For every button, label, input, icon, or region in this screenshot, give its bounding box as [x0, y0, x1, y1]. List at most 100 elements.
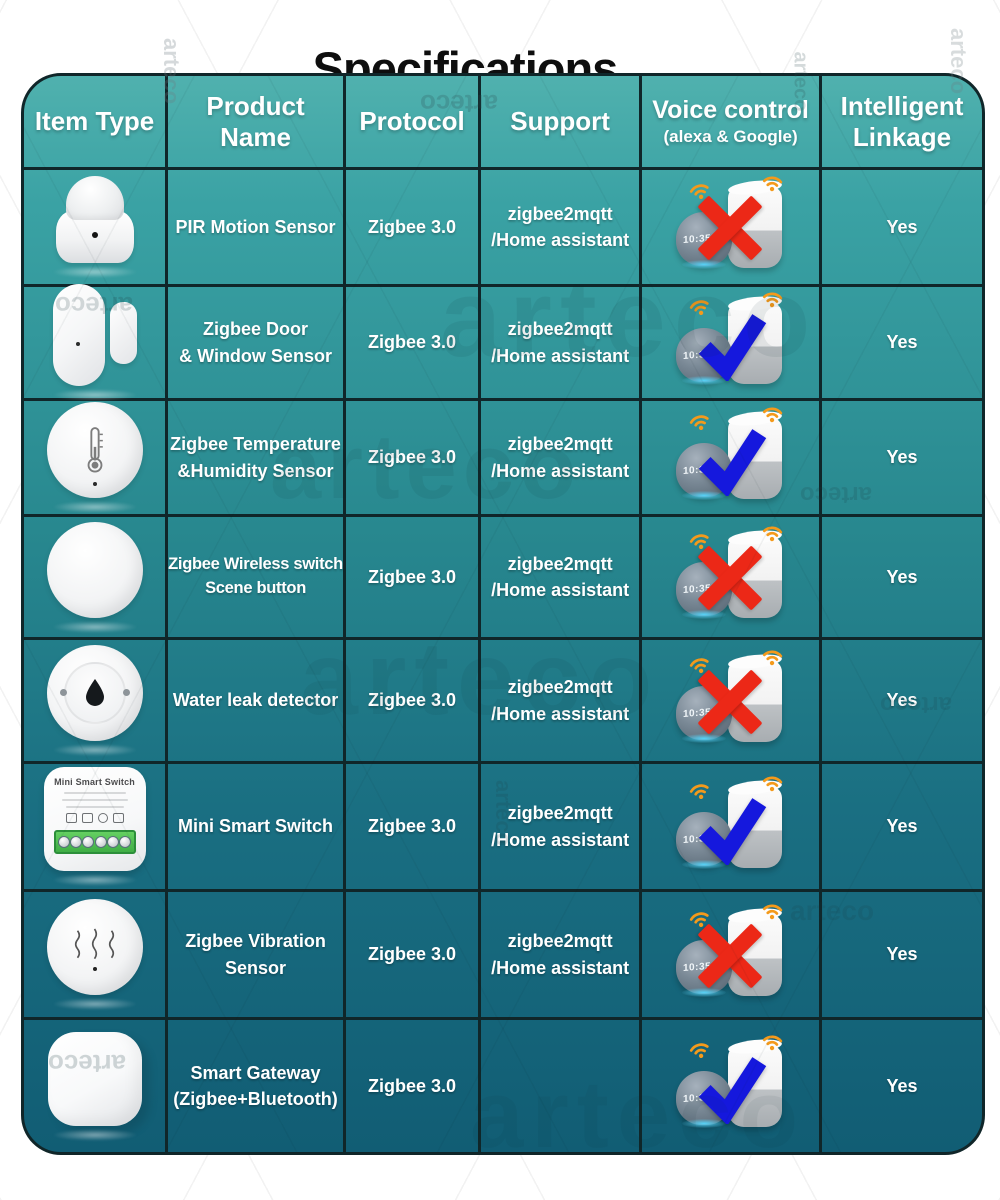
pir-motion-sensor-icon [43, 176, 147, 263]
reflection [51, 744, 138, 756]
support-cell [481, 1020, 643, 1152]
wifi-icon [762, 526, 782, 542]
protocol-cell: Zigbee 3.0 [345, 287, 482, 401]
protocol-cell: Zigbee 3.0 [345, 517, 482, 640]
product-name-cell: Smart Gateway (Zigbee+Bluetooth) [168, 1020, 346, 1152]
intelligent-linkage-cell: Yes [822, 401, 982, 517]
wifi-icon [762, 904, 782, 919]
column-header-intelligent-linkage: Intelligent Linkage [822, 76, 982, 170]
voice-assistants-graphic: 10:35 [668, 650, 794, 752]
wifi-icon [762, 776, 782, 791]
product-name-cell: PIR Motion Sensor [168, 170, 346, 287]
item-type-cell: Mini Smart Switch [24, 764, 169, 892]
item-type-cell [24, 892, 169, 1020]
wifi-icon [689, 299, 709, 315]
reflection [51, 620, 138, 633]
mini-smart-switch-icon: Mini Smart Switch [43, 767, 146, 871]
voice-support-mark [668, 292, 794, 394]
check-icon [698, 428, 766, 496]
door-window-sensor-icon [52, 284, 137, 386]
voice-control-cell: 10:35 [642, 401, 822, 517]
item-type-cell [24, 640, 169, 764]
product-name-cell: Mini Smart Switch [168, 764, 346, 892]
product-name-cell: Zigbee Door & Window Sensor [168, 287, 346, 401]
column-header-item-type: Item Type [24, 76, 169, 170]
item-type-cell [24, 284, 169, 401]
reflection [51, 998, 138, 1010]
column-header-protocol: Protocol [345, 76, 482, 170]
reflection [51, 389, 138, 401]
voice-assistants-graphic: 10:35 [668, 407, 794, 509]
voice-support-mark [668, 904, 794, 1006]
intelligent-linkage-cell: Yes [822, 170, 982, 287]
voice-assistants-graphic: 10:35 [668, 904, 794, 1006]
reflection [51, 501, 138, 513]
protocol-cell: Zigbee 3.0 [345, 401, 482, 517]
support-cell: zigbee2mqtt /Home assistant [481, 517, 643, 640]
check-icon [698, 1057, 766, 1124]
wifi-icon [689, 534, 709, 550]
product-name-cell: Water leak detector [168, 640, 346, 764]
item-type-cell [24, 1020, 169, 1152]
voice-control-sublabel: (alexa & Google) [663, 126, 798, 146]
voice-control-cell: 10:35 [642, 640, 822, 764]
vibration-wave-icon [91, 928, 98, 960]
voice-support-mark [668, 526, 794, 628]
wifi-icon [689, 1043, 709, 1059]
protocol-cell: Zigbee 3.0 [346, 1020, 482, 1152]
wifi-icon [762, 407, 782, 422]
voice-assistants-graphic: 10:35 [668, 292, 794, 394]
wifi-icon [689, 184, 709, 200]
wifi-icon [762, 1035, 782, 1051]
voice-support-mark [668, 776, 794, 878]
intelligent-linkage-cell: Yes [822, 892, 982, 1020]
check-icon [698, 797, 766, 865]
voice-control-cell: 10:35 [642, 764, 822, 892]
intelligent-linkage-cell: Yes [822, 517, 982, 640]
voice-assistants-graphic: 10:35 [668, 1035, 794, 1137]
reflection [51, 874, 138, 886]
wireless-scene-button-icon [46, 521, 143, 618]
support-cell: zigbee2mqtt /Home assistant [481, 892, 643, 1020]
certification-icons [65, 813, 124, 823]
voice-support-mark [668, 176, 794, 278]
wifi-icon [762, 292, 782, 307]
voice-control-cell: 10:35 [642, 517, 822, 640]
protocol-cell: Zigbee 3.0 [345, 764, 482, 892]
specifications-table: Item Type Product Name Protocol Support … [21, 73, 985, 1155]
support-cell: zigbee2mqtt /Home assistant [481, 401, 643, 517]
voice-assistants-graphic: 10:35 [668, 776, 794, 878]
voice-control-cell: 10:35 [642, 170, 822, 287]
vibration-sensor-icon [46, 899, 143, 995]
intelligent-linkage-cell: Yes [822, 764, 982, 892]
wifi-icon [689, 911, 709, 927]
support-cell: zigbee2mqtt /Home assistant [481, 764, 643, 892]
screw-icon [122, 689, 130, 696]
support-cell: zigbee2mqtt /Home assistant [481, 287, 643, 401]
intelligent-linkage-cell: Yes [886, 1075, 918, 1096]
vibration-wave-icon [74, 930, 81, 959]
water-drop-icon [85, 679, 104, 706]
protocol-cell: Zigbee 3.0 [345, 892, 482, 1020]
screw-icon [59, 689, 67, 696]
item-type-cell [24, 170, 169, 287]
protocol-cell: Zigbee 3.0 [345, 170, 482, 287]
product-name-cell: Zigbee Wireless switch Scene button [168, 517, 346, 640]
voice-support-mark [668, 1035, 794, 1137]
item-type-cell [24, 401, 169, 517]
check-icon [698, 313, 766, 381]
wifi-icon [689, 414, 709, 430]
voice-control-cell: 10:35 [642, 287, 822, 401]
mini-switch-label: Mini Smart Switch [54, 777, 135, 787]
protocol-cell: Zigbee 3.0 [345, 640, 482, 764]
item-type-cell [24, 517, 169, 640]
column-header-voice-control: Voice control (alexa & Google) [642, 76, 822, 170]
vibration-wave-icon [108, 930, 115, 959]
wifi-icon [689, 657, 709, 673]
thermometer-icon [87, 427, 103, 473]
voice-control-cell: 10:35 [642, 1020, 822, 1152]
column-header-product-name: Product Name [168, 76, 346, 170]
product-name-cell: Zigbee Temperature &Humidity Sensor [168, 401, 346, 517]
product-name-cell: Zigbee Vibration Sensor [168, 892, 346, 1020]
reflection [51, 266, 138, 278]
